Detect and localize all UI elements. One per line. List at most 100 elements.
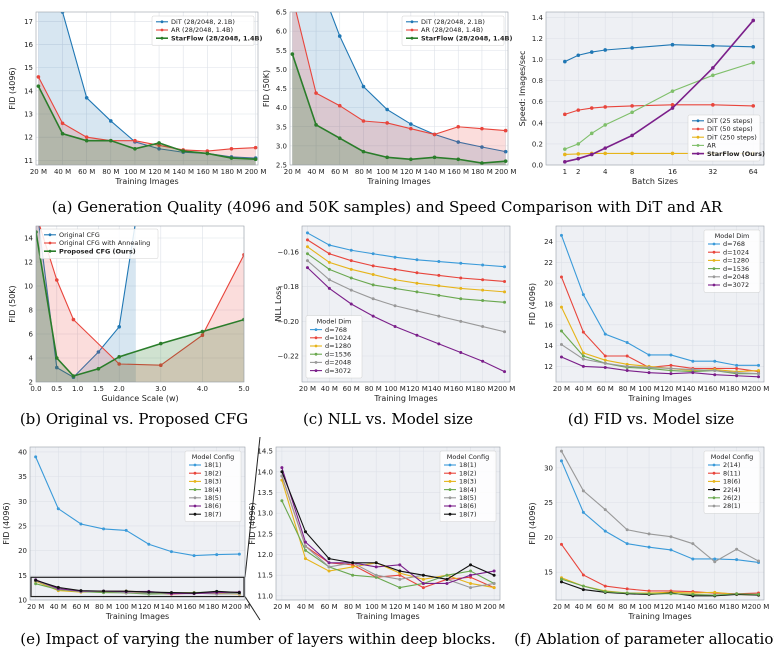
legend-marker [712, 275, 716, 279]
data-point [603, 508, 607, 512]
y-tick-label: 3.5 [276, 123, 287, 131]
legend-label: d=2048 [723, 273, 749, 281]
data-point [229, 146, 234, 151]
plot-frame [555, 225, 765, 383]
data-point [625, 542, 629, 546]
x-tick-label: 5.0 [238, 385, 249, 393]
zoom-connector [244, 596, 261, 621]
data-point [481, 359, 485, 363]
x-tick-label: 100 M [124, 168, 146, 176]
y-axis-label: NLL Loss [274, 287, 283, 322]
x-axis-label: Guidance Scale (w) [101, 394, 178, 403]
x-tick-label: 4 [603, 168, 608, 176]
data-point [576, 156, 581, 161]
legend-title: Model Dim [715, 232, 750, 240]
data-point [437, 293, 441, 297]
x-tick-label: 160 M [447, 168, 469, 176]
y-tick-label: 6.5 [276, 9, 287, 17]
y-tick-label: 14.0 [257, 468, 273, 476]
legend-title: Model Config [711, 453, 753, 461]
x-tick-label: 0.5 [51, 385, 62, 393]
caption-f: (f) Ablation of parameter allocation. [514, 630, 774, 648]
series-line-1 [295, 12, 506, 135]
data-point [393, 278, 397, 282]
data-point [84, 138, 89, 143]
data-point [481, 288, 485, 292]
legend-marker [712, 259, 716, 262]
data-point [625, 587, 629, 591]
x-tick-label: 60 M [78, 168, 95, 176]
series-line-5 [281, 467, 495, 585]
data-point [459, 297, 463, 301]
data-point [713, 560, 717, 564]
data-point [55, 356, 59, 360]
data-point [415, 258, 419, 262]
x-tick-label: 200 M [494, 385, 516, 393]
data-point [630, 46, 634, 50]
series-area-2 [36, 232, 244, 382]
legend: DiT (25 steps)DiT (50 steps)DiT (250 ste… [687, 114, 765, 162]
data-point [559, 343, 563, 347]
x-tick-label: 160 M [183, 603, 205, 611]
legend-marker [712, 283, 716, 287]
data-point [630, 151, 634, 156]
data-point [96, 367, 101, 371]
data-point [351, 561, 355, 565]
x-tick-label: 200 M [245, 168, 267, 176]
data-point [647, 592, 651, 596]
x-tick-label: 32 [708, 168, 717, 176]
data-point [34, 212, 38, 216]
data-point [469, 575, 473, 579]
legend-label: 18(4) [459, 486, 476, 494]
data-point [215, 589, 219, 593]
panel-a3-speed-chart: 1 2 4 8 16 32 64 0.0 0.2 0.4 0.6 0.8 1.0 1.2 1.4 Batch … [518, 11, 765, 186]
x-tick-label: 160 M [450, 385, 472, 393]
data-point [314, 91, 318, 95]
legend-label: 18(3) [459, 478, 476, 486]
data-point [393, 304, 397, 308]
data-point [415, 271, 419, 275]
data-point [757, 592, 761, 596]
data-point [56, 507, 60, 511]
data-point [559, 577, 563, 581]
data-point [349, 267, 353, 271]
legend: DiT (28/2048, 2.1B)AR (28/2048, 1.4B)Sta… [401, 15, 512, 46]
data-point [459, 351, 463, 355]
data-point [603, 146, 608, 150]
data-point [735, 371, 739, 375]
legend: Model Config18(1)18(2)18(3)18(4)18(5)18(… [184, 450, 242, 522]
y-tick-label: 20 [544, 280, 553, 288]
x-tick-label: 80 M [619, 385, 636, 393]
data-point [393, 325, 397, 329]
data-point [34, 200, 38, 204]
data-point [134, 218, 138, 222]
panel-c-nll-chart: 20 M 40 M 60 M 80 M 100 M 120 M 140 M 160 M 180 … [274, 225, 516, 403]
y-tick-label: 8 [29, 307, 33, 315]
y-tick-label: 2 [29, 379, 33, 387]
data-point [253, 145, 258, 150]
y-axis-label: Speed: Images/sec [518, 51, 527, 127]
data-point [603, 151, 608, 156]
legend-marker [712, 463, 716, 467]
y-axis-label: FID (4096) [528, 283, 537, 325]
legend-label: d=1280 [723, 257, 749, 265]
data-point [371, 314, 375, 318]
x-tick-label: 180 M [726, 385, 748, 393]
data-point [303, 557, 307, 561]
data-point [445, 581, 449, 585]
data-point [71, 374, 76, 378]
x-tick-label: 160 M [704, 603, 726, 611]
x-tick-label: 200 M [483, 603, 505, 611]
data-point [757, 369, 761, 373]
x-tick-label: 120 M [138, 603, 160, 611]
series-line-1 [560, 276, 759, 373]
data-point [576, 152, 581, 156]
series-line-3 [307, 253, 505, 303]
series-line-4 [281, 475, 495, 589]
data-point [559, 459, 563, 463]
data-point [563, 147, 567, 151]
x-tick-label: 40 M [575, 385, 592, 393]
data-point [84, 95, 89, 100]
x-tick-label: 40 M [575, 603, 592, 611]
x-tick-label: 200 M [495, 168, 517, 176]
